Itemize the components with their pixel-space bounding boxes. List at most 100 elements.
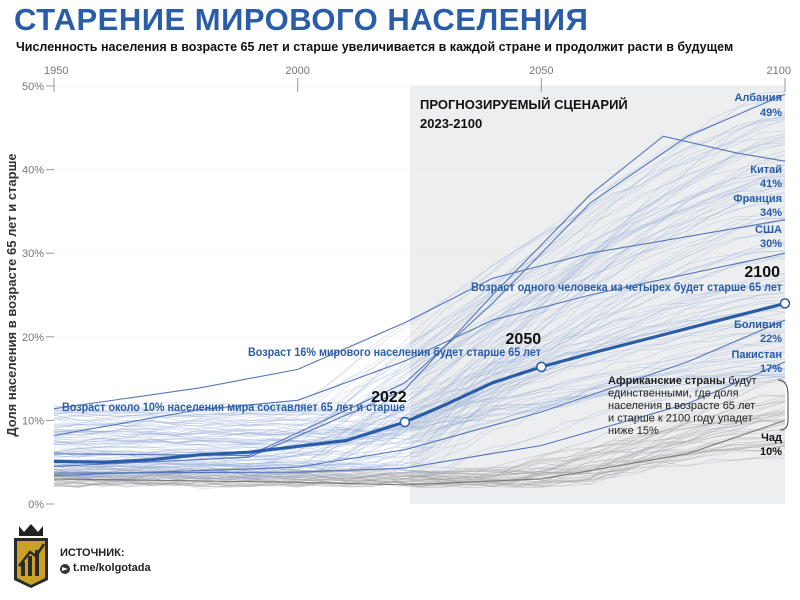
african-country-line [53,400,786,475]
world-note: Возраст 16% мирового населения будет ста… [248,347,541,359]
country-line [53,119,786,456]
african-country-line [53,394,786,480]
african-country-line [53,411,786,480]
african-country-line [53,401,786,483]
country-line [53,169,786,428]
country-line-highlighted [53,252,786,436]
african-country-line [53,401,786,482]
african-country-line [53,440,786,485]
x-tick-label: 1950 [44,65,68,77]
country-line [53,218,786,466]
african-country-line [53,402,786,478]
country-line [53,329,786,444]
african-country-line [53,409,786,489]
african-country-line [53,376,786,484]
african-country-line [53,422,786,487]
country-line [53,368,786,429]
country-line [53,181,786,446]
african-country-line [53,394,786,482]
country-name-label: Чад [761,432,782,444]
world-note: Возраст около 10% населения мира составл… [62,402,405,414]
african-country-line [53,420,786,475]
y-tick-label: 40% [22,165,44,177]
country-name-label: Пакистан [731,349,782,361]
country-line-highlighted [53,361,786,474]
country-line [53,212,786,449]
y-tick-label: 20% [22,332,44,344]
background-country-lines [53,91,786,489]
telegram-icon [60,563,70,574]
country-value-label: 49% [760,107,782,119]
country-line [53,114,786,445]
african-country-line [53,444,786,477]
country-line [53,253,786,481]
african-country-line [53,441,786,478]
world-year-label: 2050 [506,331,542,348]
country-line [53,138,786,422]
country-line [53,370,786,443]
y-tick-label: 30% [22,248,44,260]
african-country-line [53,411,786,489]
country-line [53,242,786,474]
country-line [53,169,786,454]
highlighted-country-lines [53,93,786,486]
source-link[interactable]: t.me/kolgotada [60,561,151,576]
african-country-line [53,379,786,478]
country-line [53,143,786,447]
country-line-highlighted [53,319,786,477]
country-line [53,176,786,466]
country-line-highlighted [53,219,786,410]
country-value-label: 41% [760,178,782,190]
country-line [53,216,786,481]
country-line [53,339,786,440]
country-line [53,251,786,417]
african-country-line [53,419,786,473]
source-label: ИСТОЧНИК: [60,547,125,559]
country-line [53,185,786,428]
country-line [53,285,786,439]
country-line-highlighted [53,93,786,457]
country-line [53,255,786,444]
african-country-line [53,442,786,481]
african-country-line [53,444,786,487]
world-marker [536,361,547,373]
country-line [53,303,785,435]
country-line [53,175,786,467]
african-country-line [53,424,786,482]
forecast-range-label: 2023-2100 [420,116,482,131]
country-line [53,187,786,439]
country-line [53,375,786,482]
page-subtitle: Численность населения в возрасте 65 лет … [16,40,734,54]
forecast-area [410,86,785,504]
country-line [53,142,786,415]
country-line [53,321,786,442]
country-line [53,340,786,473]
country-line [53,133,786,421]
african-country-line [53,427,786,487]
country-line [53,226,786,416]
african-country-line [53,397,786,488]
country-line [53,350,786,444]
african-country-line [53,410,786,484]
x-axis: 1950 2000 2050 2100 [44,65,791,92]
country-line [53,291,786,435]
african-country-line [53,418,786,479]
country-line [53,319,786,419]
country-line [53,98,786,424]
country-line [53,164,786,445]
country-line [53,116,786,411]
country-line [53,366,786,450]
country-line [53,332,786,453]
country-line [53,182,786,433]
x-tick-label: 2100 [767,65,791,77]
world-marker [779,298,791,309]
country-line [53,114,786,472]
country-line [53,312,786,416]
country-line [53,116,786,478]
country-line [53,308,786,458]
world-year-label: 2100 [744,264,780,281]
brand-logo [10,522,52,590]
world-note: Возраст одного человека из четырех будет… [471,282,782,294]
country-name-label: Китай [750,164,782,176]
